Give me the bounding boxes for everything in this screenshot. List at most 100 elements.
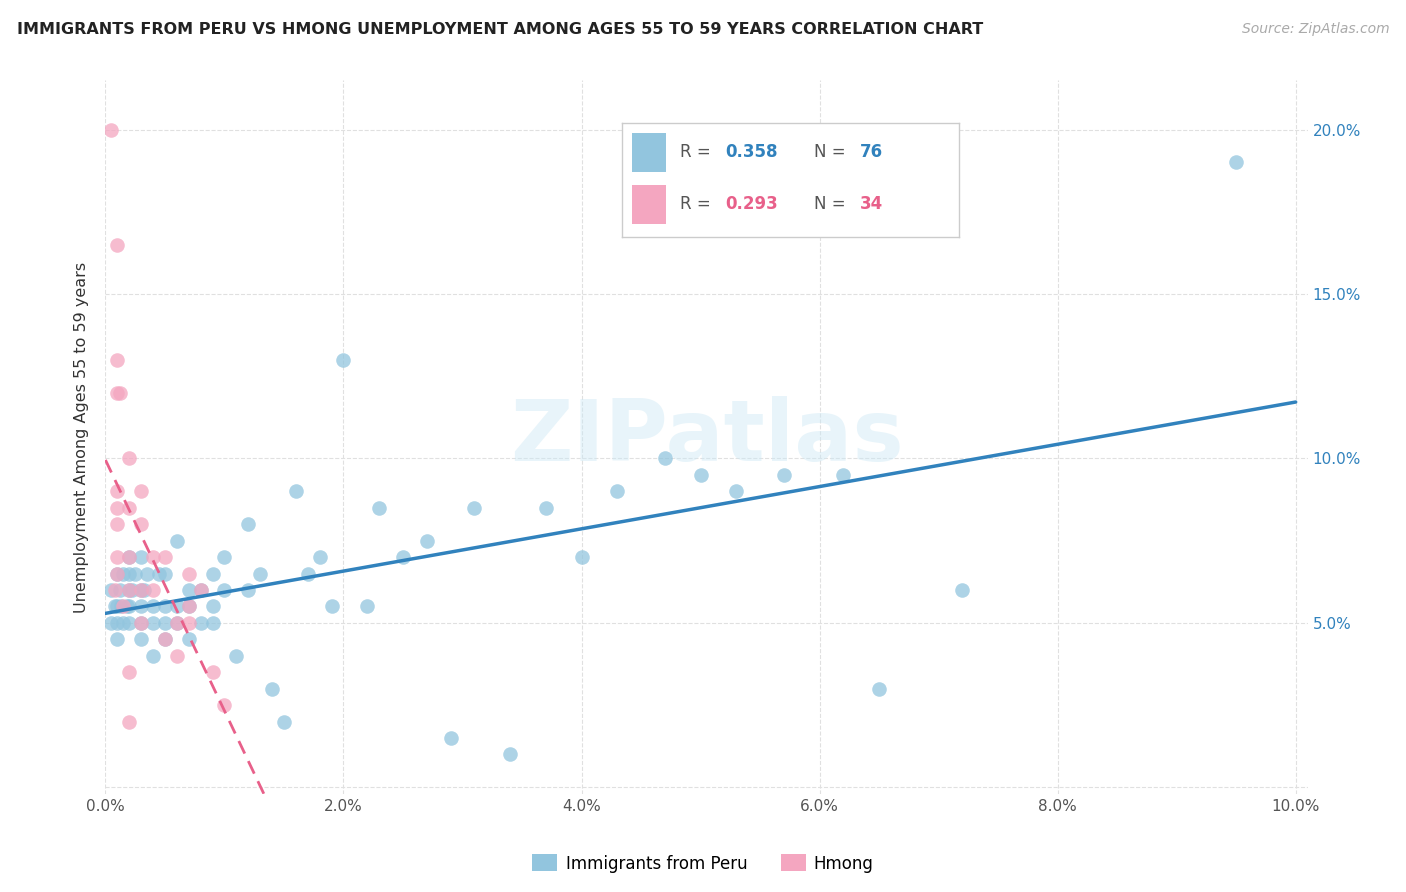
Point xyxy=(177,599,200,614)
Point xyxy=(201,615,224,630)
Text: ZIPatlas: ZIPatlas xyxy=(509,395,904,479)
Point xyxy=(725,484,748,499)
Point xyxy=(105,484,128,499)
Point xyxy=(118,451,141,466)
Point xyxy=(321,599,343,614)
Text: 0.358: 0.358 xyxy=(725,144,778,161)
Point xyxy=(121,582,143,597)
Point xyxy=(129,582,152,597)
Point xyxy=(177,566,200,581)
Legend: Immigrants from Peru, Hmong: Immigrants from Peru, Hmong xyxy=(526,847,880,880)
Point xyxy=(238,517,260,532)
Point xyxy=(105,500,128,515)
Point xyxy=(118,550,141,565)
Point xyxy=(115,599,138,614)
Point xyxy=(142,599,165,614)
Point xyxy=(416,533,439,548)
Bar xyxy=(633,185,666,224)
Y-axis label: Unemployment Among Ages 55 to 59 years: Unemployment Among Ages 55 to 59 years xyxy=(75,261,90,613)
Point xyxy=(952,582,974,597)
Point xyxy=(118,550,141,565)
Point xyxy=(166,615,188,630)
Point xyxy=(654,451,676,466)
Point xyxy=(118,665,141,680)
Text: N =: N = xyxy=(814,194,851,212)
Point xyxy=(132,582,155,597)
Text: 0.293: 0.293 xyxy=(725,194,778,212)
Point xyxy=(104,599,127,614)
Point xyxy=(225,648,247,663)
Point xyxy=(105,237,128,252)
Point xyxy=(100,615,122,630)
Point xyxy=(297,566,319,581)
Point xyxy=(142,648,165,663)
Point xyxy=(129,550,152,565)
Point xyxy=(606,484,628,499)
Point xyxy=(392,550,415,565)
Point xyxy=(166,615,188,630)
Point xyxy=(112,566,135,581)
Text: N =: N = xyxy=(814,144,851,161)
Point xyxy=(129,599,152,614)
Point xyxy=(308,550,330,565)
Point xyxy=(153,599,176,614)
Point xyxy=(129,615,152,630)
Text: IMMIGRANTS FROM PERU VS HMONG UNEMPLOYMENT AMONG AGES 55 TO 59 YEARS CORRELATION: IMMIGRANTS FROM PERU VS HMONG UNEMPLOYME… xyxy=(17,22,983,37)
Point xyxy=(118,582,141,597)
Point xyxy=(166,648,188,663)
Point xyxy=(214,550,236,565)
Point xyxy=(129,517,152,532)
Point xyxy=(118,566,141,581)
Point xyxy=(190,582,212,597)
Point xyxy=(105,615,128,630)
Point xyxy=(124,566,146,581)
Point xyxy=(112,615,135,630)
Point xyxy=(832,467,855,482)
Point xyxy=(105,517,128,532)
Point xyxy=(118,582,141,597)
Point xyxy=(118,599,141,614)
Point xyxy=(332,352,354,367)
Point xyxy=(214,698,236,712)
Point xyxy=(105,566,128,581)
Point xyxy=(190,582,212,597)
Point xyxy=(153,566,176,581)
Point xyxy=(105,385,128,400)
Point xyxy=(238,582,260,597)
Point xyxy=(104,582,127,597)
Point xyxy=(129,582,152,597)
Point xyxy=(153,632,176,647)
Bar xyxy=(633,134,666,172)
Point xyxy=(153,550,176,565)
Point xyxy=(356,599,378,614)
Text: 76: 76 xyxy=(859,144,883,161)
Text: R =: R = xyxy=(679,194,716,212)
Point xyxy=(177,615,200,630)
Point xyxy=(534,500,557,515)
Point xyxy=(499,747,522,762)
Point xyxy=(201,599,224,614)
Point xyxy=(153,615,176,630)
Point xyxy=(148,566,170,581)
Point xyxy=(118,615,141,630)
Point xyxy=(463,500,485,515)
Point xyxy=(153,632,176,647)
Point xyxy=(129,615,152,630)
Point xyxy=(105,599,128,614)
Point xyxy=(177,632,200,647)
Text: Source: ZipAtlas.com: Source: ZipAtlas.com xyxy=(1241,22,1389,37)
Point xyxy=(105,550,128,565)
Text: 34: 34 xyxy=(859,194,883,212)
Point xyxy=(439,731,461,745)
Point xyxy=(868,681,890,696)
Point xyxy=(1225,155,1247,169)
Point xyxy=(166,599,188,614)
Point xyxy=(201,665,224,680)
Point xyxy=(571,550,593,565)
Point xyxy=(105,352,128,367)
Point xyxy=(105,632,128,647)
Point xyxy=(108,385,131,400)
Point xyxy=(773,467,796,482)
Point xyxy=(118,500,141,515)
Point xyxy=(136,566,159,581)
